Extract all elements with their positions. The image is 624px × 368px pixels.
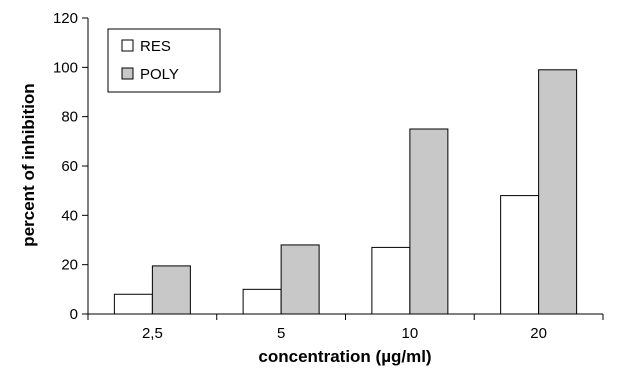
legend-swatch-poly [121, 67, 134, 80]
x-tick-label-3: 20 [530, 325, 547, 342]
legend-label-res: RES [140, 38, 171, 55]
x-tick-label-2: 10 [402, 325, 419, 342]
y-tick-label-5: 100 [53, 59, 78, 76]
bars-layer [113, 69, 578, 315]
axes-layer: 0 20 40 60 80 100 120 2,5 5 10 20 [53, 10, 604, 342]
bar-poly-0 [151, 265, 191, 315]
bar-poly-3 [538, 69, 578, 315]
y-axis-title: percent of inhibition [19, 83, 38, 246]
x-tick-label-0: 2,5 [142, 325, 163, 342]
x-axis-title: concentration (µg/ml) [258, 347, 431, 366]
bar-res-3 [500, 195, 540, 315]
bar-poly-1 [280, 244, 320, 315]
legend: RES POLY [107, 28, 221, 93]
bar-res-2 [371, 246, 411, 315]
y-tick-label-1: 20 [61, 257, 78, 274]
y-tick-label-3: 60 [61, 158, 78, 175]
x-tick-label-1: 5 [277, 325, 285, 342]
bar-res-1 [242, 288, 282, 315]
legend-swatch-res [121, 39, 134, 52]
y-tick-label-0: 0 [70, 306, 78, 323]
y-tick-label-6: 120 [53, 10, 78, 27]
bar-poly-2 [409, 128, 449, 315]
legend-label-poly: POLY [140, 66, 179, 83]
y-tick-label-4: 80 [61, 109, 78, 126]
y-tick-label-2: 40 [61, 207, 78, 224]
bar-res-0 [113, 293, 153, 315]
